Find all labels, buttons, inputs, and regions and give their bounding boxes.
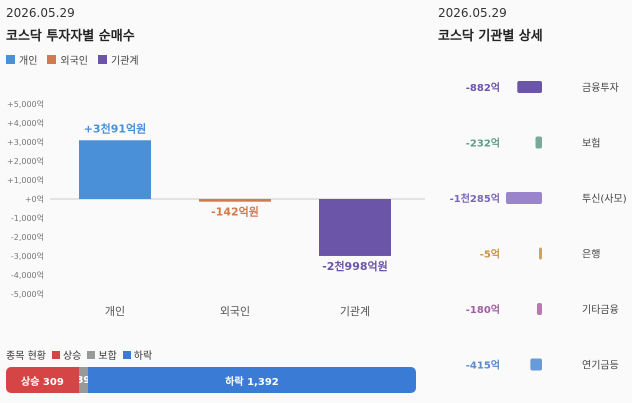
detail-value-label: -5억 bbox=[480, 249, 500, 261]
stock-status-bar: 상승 309 39 하락 1,392 bbox=[6, 367, 416, 393]
legend-label-individual: 개인 bbox=[19, 56, 38, 67]
detail-category-label: 투신(사모) bbox=[582, 193, 627, 205]
y-tick-label: +2,000억 bbox=[7, 156, 44, 166]
institution-detail-chart: -882억 금융투자 -232억 보험 -1천285억 투신(사모) -5억 은행 -180억 기… bbox=[450, 81, 627, 372]
status-flat: 보합 bbox=[87, 347, 117, 362]
detail-category-label: 보험 bbox=[582, 138, 600, 150]
detail-category-label: 은행 bbox=[582, 249, 600, 261]
legend-item-institution: 기관계 bbox=[98, 52, 139, 67]
right-date: 2026.05.29 bbox=[438, 6, 507, 20]
legend-swatch-individual bbox=[6, 55, 15, 64]
y-tick-label: +4,000억 bbox=[7, 118, 44, 128]
legend-swatch-foreign bbox=[47, 55, 57, 64]
bar-institution bbox=[319, 199, 391, 256]
legend-item-foreign: 외국인 bbox=[47, 52, 88, 67]
legend-swatch-institution bbox=[98, 55, 108, 64]
y-tick-label: -5,000억 bbox=[11, 289, 44, 299]
detail-bar bbox=[539, 247, 542, 260]
stock-bar-fall: 하락 1,392 bbox=[87, 367, 416, 393]
status-flat-swatch bbox=[87, 350, 96, 359]
detail-bar bbox=[530, 358, 542, 371]
stock-bar-flat: 39 bbox=[78, 367, 88, 393]
y-tick-label: -2,000억 bbox=[11, 232, 44, 242]
detail-value-label: -415억 bbox=[466, 360, 500, 372]
y-tick-label: +0억 bbox=[25, 194, 44, 204]
left-chart-title: 코스닥 투자자별 순매수 bbox=[6, 29, 135, 44]
bar-individual bbox=[79, 140, 151, 199]
detail-value-label: -232억 bbox=[466, 138, 500, 150]
legend-item-individual: 개인 bbox=[6, 52, 37, 67]
detail-category-label: 연기금등 bbox=[582, 360, 619, 372]
detail-bar bbox=[517, 81, 542, 93]
detail-value-label: -882억 bbox=[466, 82, 500, 94]
x-category-label: 외국인 bbox=[220, 305, 250, 318]
chart-legend: 개인 외국인 기관계 bbox=[6, 52, 139, 67]
investor-net-buy-chart: +5,000억 +4,000억 +3,000억 +2,000억 +1,000억 +0억 -1… bbox=[7, 99, 425, 318]
y-tick-label: +3,000억 bbox=[7, 137, 44, 147]
status-rise-swatch bbox=[51, 350, 60, 359]
stock-status-legend: 종목 현황 상승 보합 하락 bbox=[6, 347, 152, 362]
y-tick-label: -3,000억 bbox=[11, 251, 44, 261]
legend-label-foreign: 외국인 bbox=[60, 56, 89, 67]
bar-foreign bbox=[199, 199, 271, 202]
detail-value-label: -1천285억 bbox=[450, 192, 500, 205]
status-fall-label: 하락 bbox=[133, 351, 153, 362]
detail-bar bbox=[506, 192, 542, 204]
legend-label-institution: 기관계 bbox=[111, 56, 139, 67]
y-tick-label: -4,000억 bbox=[11, 270, 44, 280]
detail-bar bbox=[536, 303, 542, 315]
y-tick-label: +1,000억 bbox=[7, 175, 44, 185]
x-category-label: 개인 bbox=[105, 305, 125, 318]
data-label-institution: -2천998억원 bbox=[322, 259, 388, 273]
detail-value-label: -180억 bbox=[466, 304, 500, 316]
y-tick-label: -1,000억 bbox=[11, 213, 44, 223]
detail-bar bbox=[535, 136, 542, 149]
status-rise: 상승 bbox=[51, 347, 82, 362]
stock-bar-rise: 상승 309 bbox=[6, 367, 79, 393]
status-fall: 하락 bbox=[122, 347, 153, 362]
status-flat-label: 보합 bbox=[98, 351, 117, 362]
y-tick-label: +5,000억 bbox=[7, 99, 44, 109]
status-fall-swatch bbox=[122, 350, 131, 359]
detail-category-label: 기타금융 bbox=[582, 304, 619, 316]
x-category-label: 기관계 bbox=[340, 305, 370, 318]
stock-status-title: 종목 현황 bbox=[6, 351, 46, 362]
left-date: 2026.05.29 bbox=[6, 6, 75, 20]
data-label-individual: +3천91억원 bbox=[84, 121, 147, 135]
status-rise-label: 상승 bbox=[62, 351, 82, 362]
detail-category-label: 금융투자 bbox=[582, 82, 619, 94]
right-chart-title: 코스닥 기관별 상세 bbox=[438, 29, 543, 44]
data-label-foreign: -142억원 bbox=[211, 205, 259, 219]
